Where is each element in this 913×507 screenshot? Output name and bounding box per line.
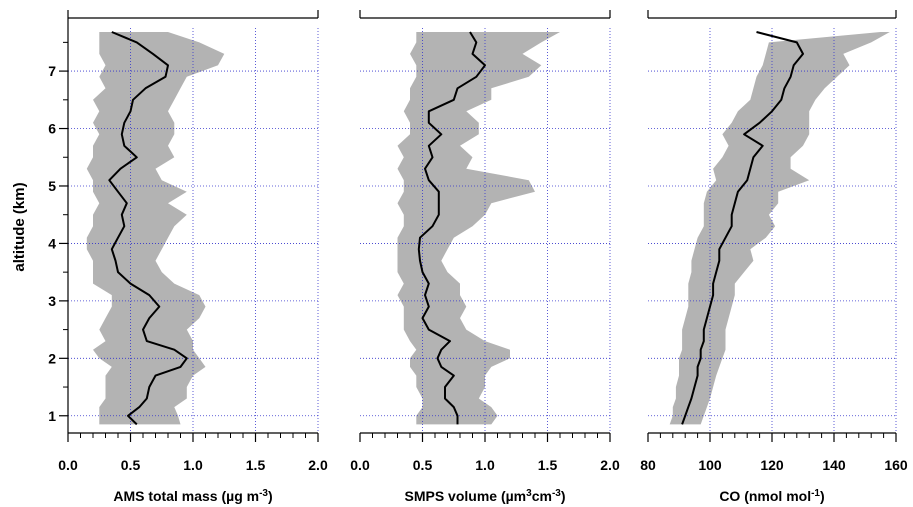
x-tick-label: 100 (698, 457, 722, 473)
x-tick-label: 0.5 (121, 457, 141, 473)
x-tick-label: 2.0 (308, 457, 328, 473)
x-tick-label: 0.0 (58, 457, 78, 473)
x-tick-label: 120 (760, 457, 784, 473)
x-tick-label: 1.0 (183, 457, 203, 473)
y-tick-label: 3 (48, 293, 56, 309)
x-tick-label: 160 (884, 457, 908, 473)
x-tick-label: 1.5 (538, 457, 558, 473)
y-tick-label: 5 (48, 178, 56, 194)
panel-smps: 0.0 0.5 1.0 1.5 2.0 SMPS volume (µm3cm-3) (350, 10, 620, 504)
range-band (669, 32, 890, 425)
x-tick-label: 1.5 (246, 457, 266, 473)
panel-co: 80 100 120 140 160 CO (nmol mol-1) (640, 10, 908, 504)
x-tick-label: 80 (640, 457, 656, 473)
y-axis-label: altitude (km) (11, 182, 28, 271)
panel-ams: 0.0 0.5 1.0 1.5 2.0 1 2 3 4 5 6 7 AMS total mass (µg… (48, 10, 328, 504)
x-tick-label: 1.0 (475, 457, 495, 473)
x-tick-label: 0.0 (350, 457, 370, 473)
mean-profile-line (417, 31, 486, 425)
x-axis-label: AMS total mass (µg m-3) (113, 488, 272, 505)
x-axis-label: SMPS volume (µm3cm-3) (404, 488, 565, 505)
y-tick-label: 2 (48, 350, 56, 366)
grid (648, 28, 897, 433)
x-tick-label: 2.0 (600, 457, 620, 473)
range-band (86, 32, 225, 425)
x-tick-label: 0.5 (413, 457, 433, 473)
y-tick-label: 4 (48, 235, 56, 251)
mean-profile-line (681, 31, 804, 425)
x-tick-label: 140 (822, 457, 846, 473)
mean-profile-line (108, 31, 188, 426)
range-band (397, 32, 560, 425)
x-axis-label: CO (nmol mol-1) (719, 488, 824, 505)
y-tick-label: 1 (48, 408, 56, 424)
y-tick-label: 6 (48, 121, 56, 137)
y-tick-label: 7 (48, 63, 56, 79)
